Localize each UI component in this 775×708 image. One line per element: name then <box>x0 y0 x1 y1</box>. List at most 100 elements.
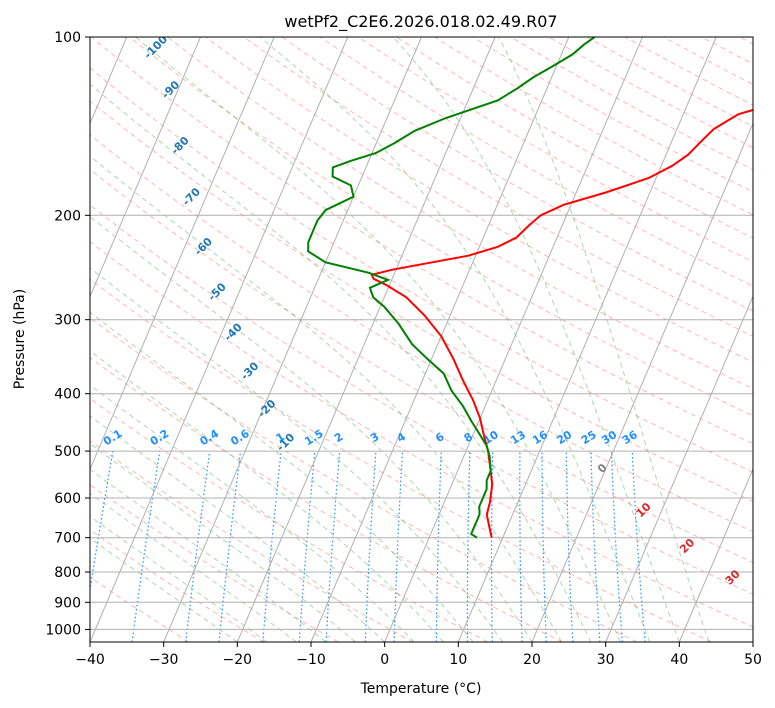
x-tick-label: 0 <box>380 652 389 668</box>
plot-frame <box>89 36 754 643</box>
dry-adiabat <box>90 67 753 473</box>
dry-adiabat <box>739 37 753 45</box>
x-tick-label: −30 <box>149 652 179 668</box>
moist-adiabat <box>135 37 621 642</box>
temperature-profile <box>370 108 753 538</box>
moist-adiabat <box>392 37 680 642</box>
dry-adiabats <box>90 37 753 642</box>
y-axis-label: Pressure (hPa) <box>12 289 28 389</box>
mixing-ratio-label: 20 <box>554 428 574 447</box>
y-tick-label: 900 <box>54 595 81 611</box>
mixing-ratio-line <box>131 451 161 642</box>
x-tick-label: 30 <box>597 652 615 668</box>
isotherm <box>457 37 717 642</box>
dry-adiabat <box>90 168 753 564</box>
dry-adiabat <box>90 529 264 642</box>
mixing-ratio-line <box>565 451 574 642</box>
dry-adiabat <box>90 576 190 642</box>
mixing-ratio-line <box>435 451 442 642</box>
isotherm-label: -70 <box>180 185 203 208</box>
isotherm <box>163 37 422 642</box>
x-axis-ticks: −40 −30 −20 −10 0 10 20 30 40 50 <box>75 642 762 668</box>
mixing-ratio-line <box>466 451 471 642</box>
dry-adiabat <box>510 37 753 171</box>
isotherm-label: -80 <box>169 134 192 157</box>
y-tick-label: 500 <box>54 444 81 460</box>
dry-adiabat <box>281 37 753 312</box>
mixing-ratio-label: 25 <box>579 428 599 447</box>
isotherm <box>531 122 753 642</box>
plot-area: 0.1 0.2 0.4 0.6 1 1.5 2 3 4 6 8 10 13 16 20 25 30 36-100-… <box>90 37 775 642</box>
moist-adiabat <box>90 311 474 642</box>
isotherm-label: -50 <box>206 280 229 303</box>
mixing-ratio-label: 36 <box>620 428 640 447</box>
moist-adiabat <box>498 37 710 642</box>
y-tick-label: 400 <box>54 387 81 403</box>
dry-adiabat <box>90 317 638 642</box>
mixing-ratio-line <box>590 451 601 642</box>
y-tick-label: 700 <box>54 531 81 547</box>
mixing-ratio-label: 8 <box>462 430 475 445</box>
x-tick-label: 50 <box>744 652 762 668</box>
y-tick-label: 200 <box>54 208 81 224</box>
moist-adiabat-label: 40 <box>770 595 775 615</box>
moist-adiabat <box>90 83 592 642</box>
moist-adiabat-label: 30 <box>723 567 743 587</box>
y-tick-label: 100 <box>54 30 81 46</box>
mixing-ratio-line <box>519 451 523 642</box>
moist-adiabat <box>90 468 327 642</box>
isoline-labels: 0.1 0.2 0.4 0.6 1 1.5 2 3 4 6 8 10 13 16 20 25 30 36-100-… <box>101 37 775 615</box>
x-tick-label: −20 <box>223 652 253 668</box>
isotherm <box>605 295 753 642</box>
dry-adiabat <box>90 204 753 595</box>
moist-adiabats <box>90 37 710 642</box>
y-tick-label: 1000 <box>45 622 81 638</box>
dry-adiabat <box>243 37 753 337</box>
dry-adiabat <box>90 397 488 642</box>
dry-adiabat <box>701 37 753 65</box>
sounding-series <box>307 37 753 539</box>
isotherm-label: -90 <box>159 78 182 101</box>
moist-adiabat <box>90 443 356 642</box>
mixing-ratio-line <box>262 451 282 642</box>
dry-adiabat <box>90 241 753 628</box>
dry-adiabat <box>90 134 753 533</box>
y-tick-label: 300 <box>54 313 81 329</box>
dry-adiabat <box>129 37 753 417</box>
mixing-ratio-label: 6 <box>433 430 447 445</box>
dewpoint-profile <box>307 37 596 539</box>
moist-adiabat-label: 10 <box>634 500 654 520</box>
isotherm <box>90 37 201 298</box>
dry-adiabat <box>90 356 563 642</box>
y-axis-ticks: 100 200 300 400 500 600 700 800 900 1000 <box>45 30 90 638</box>
x-tick-label: 40 <box>670 652 688 668</box>
chart-title: wetPf2_C2E6.2026.018.02.49.R07 <box>284 12 557 32</box>
isotherm <box>310 37 570 642</box>
y-tick-label: 800 <box>54 565 81 581</box>
dry-adiabat <box>434 37 753 216</box>
isotherm <box>236 37 496 642</box>
mixing-ratio-line <box>90 450 114 594</box>
mixing-ratio-line <box>298 451 316 642</box>
isotherm-label: -20 <box>255 397 278 420</box>
moist-adiabat <box>90 492 297 642</box>
isotherm-label: -60 <box>192 235 215 258</box>
x-tick-label: 10 <box>449 652 467 668</box>
mixing-ratio-label: 16 <box>530 428 550 447</box>
dry-adiabat <box>90 440 414 642</box>
dry-adiabat <box>662 37 753 85</box>
mixing-ratio-line <box>364 451 377 642</box>
mixing-ratio-label: 3 <box>368 430 381 445</box>
mixing-ratio-label: 0.1 <box>101 427 124 448</box>
moist-adiabat <box>90 215 533 642</box>
mixing-ratio-line <box>218 451 242 642</box>
dry-adiabat <box>90 278 712 642</box>
skewed-isotherms <box>90 37 753 642</box>
isobars <box>90 37 753 630</box>
isotherm-label: -30 <box>238 359 261 382</box>
mixing-ratio-label: 4 <box>395 430 409 445</box>
moist-adiabat <box>259 37 651 642</box>
dry-adiabat <box>205 37 753 363</box>
moist-adiabat <box>90 537 238 642</box>
